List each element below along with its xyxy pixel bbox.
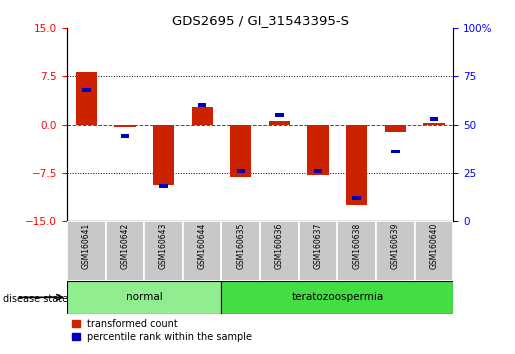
Bar <box>299 221 337 281</box>
Bar <box>307 125 329 175</box>
Bar <box>153 125 174 185</box>
Text: GSM160640: GSM160640 <box>430 222 438 269</box>
Bar <box>352 196 361 200</box>
Bar <box>314 169 322 173</box>
Bar <box>221 221 260 281</box>
Text: GSM160641: GSM160641 <box>82 222 91 269</box>
Bar <box>275 113 284 117</box>
Text: GSM160639: GSM160639 <box>391 222 400 269</box>
Text: GSM160635: GSM160635 <box>236 222 245 269</box>
Text: normal: normal <box>126 292 163 302</box>
Text: teratozoospermia: teratozoospermia <box>291 292 384 302</box>
Bar <box>260 221 299 281</box>
Bar <box>192 107 213 125</box>
Bar <box>423 122 444 125</box>
Bar <box>430 117 438 121</box>
Bar <box>221 281 453 314</box>
Text: GSM160638: GSM160638 <box>352 222 361 269</box>
Text: GSM160636: GSM160636 <box>275 222 284 269</box>
Bar <box>376 221 415 281</box>
Text: GSM160643: GSM160643 <box>159 222 168 269</box>
Bar <box>385 125 406 132</box>
Text: disease state: disease state <box>3 294 67 304</box>
Bar <box>236 169 245 173</box>
Bar <box>76 72 97 125</box>
Bar <box>67 281 221 314</box>
Bar <box>114 125 135 127</box>
Bar <box>269 121 290 125</box>
Bar <box>391 149 400 153</box>
Bar <box>415 221 453 281</box>
Bar <box>159 184 168 188</box>
Text: GSM160644: GSM160644 <box>198 222 207 269</box>
Bar <box>183 221 221 281</box>
Bar <box>67 221 106 281</box>
Bar <box>82 88 91 92</box>
Text: GSM160642: GSM160642 <box>121 222 129 269</box>
Bar <box>198 103 207 107</box>
Title: GDS2695 / GI_31543395-S: GDS2695 / GI_31543395-S <box>171 14 349 27</box>
Bar <box>346 125 367 205</box>
Legend: transformed count, percentile rank within the sample: transformed count, percentile rank withi… <box>72 319 252 342</box>
Bar <box>106 221 144 281</box>
Bar <box>144 221 183 281</box>
Text: GSM160637: GSM160637 <box>314 222 322 269</box>
Bar <box>121 134 129 138</box>
Bar <box>337 221 376 281</box>
Bar <box>230 125 251 177</box>
